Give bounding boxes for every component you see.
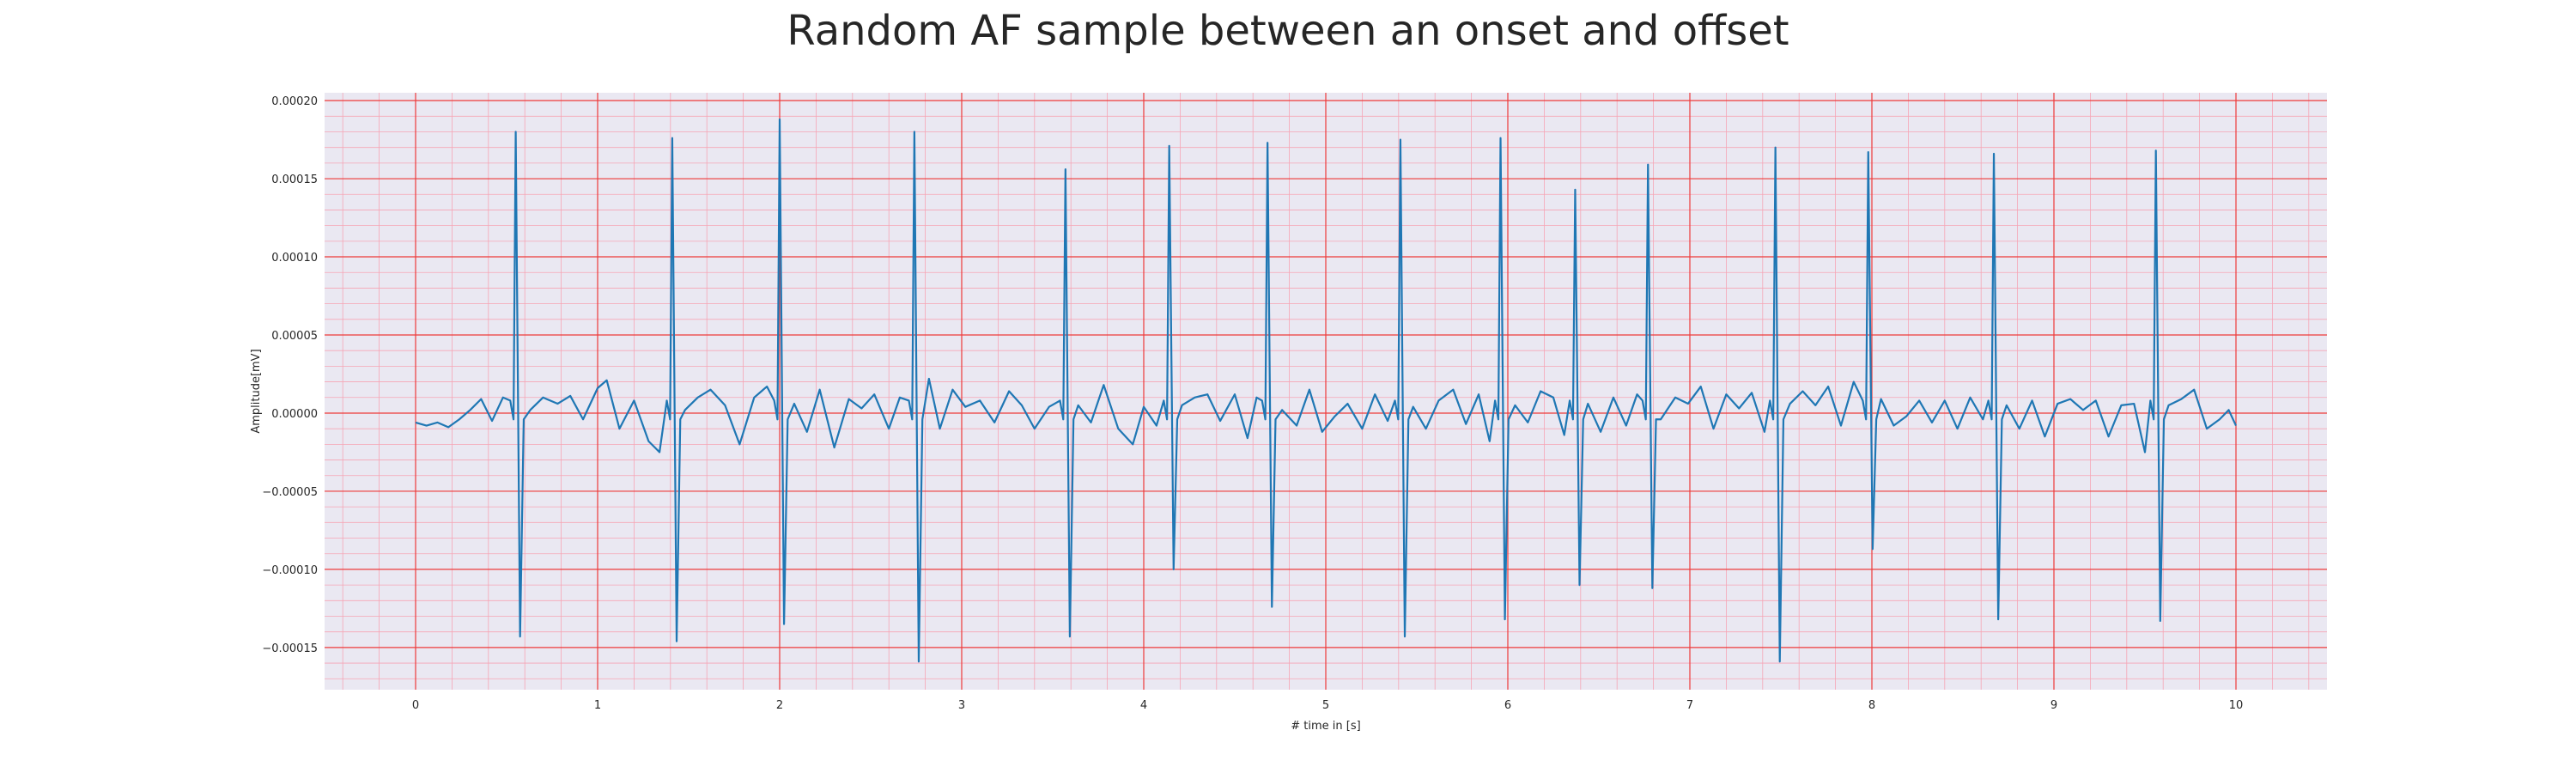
y-tick-label: −0.00010 [262, 564, 318, 577]
x-tick-label: 10 [2229, 699, 2244, 712]
x-tick-label: 8 [1868, 699, 1875, 712]
y-tick-label: 0.00005 [271, 330, 318, 343]
x-tick-label: 9 [2050, 699, 2057, 712]
x-tick-label: 1 [594, 699, 601, 712]
y-tick-label: 0.00000 [271, 408, 318, 421]
y-tick-label: −0.00015 [262, 642, 318, 655]
x-tick-label: 4 [1140, 699, 1147, 712]
signal-line [415, 118, 2237, 663]
x-axis-ticks: 0 1 2 3 4 5 6 7 8 9 10 [412, 699, 2243, 712]
y-tick-label: −0.00005 [262, 486, 318, 499]
x-tick-label: 5 [1322, 699, 1329, 712]
y-axis-ticks: −0.00015 −0.00010 −0.00005 0.00000 0.00005 0.… [262, 95, 318, 655]
chart-title: Random AF sample between an onset and of… [787, 7, 1789, 55]
y-tick-label: 0.00015 [271, 173, 318, 186]
x-tick-label: 0 [412, 699, 419, 712]
y-tick-label: 0.00020 [271, 95, 318, 108]
x-axis-label: # time in [s] [1291, 720, 1360, 733]
x-tick-label: 3 [958, 699, 965, 712]
x-tick-label: 2 [776, 699, 783, 712]
x-tick-label: 7 [1686, 699, 1693, 712]
y-axis-label: Amplitude[mV] [250, 349, 263, 433]
x-tick-label: 6 [1504, 699, 1511, 712]
y-tick-label: 0.00010 [271, 252, 318, 265]
